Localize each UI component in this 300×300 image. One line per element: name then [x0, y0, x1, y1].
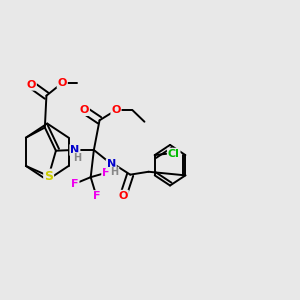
Text: H: H	[74, 153, 82, 163]
Text: S: S	[44, 169, 53, 183]
Text: O: O	[58, 78, 67, 88]
Text: O: O	[111, 105, 121, 115]
Text: Cl: Cl	[168, 148, 180, 159]
Text: O: O	[118, 191, 128, 201]
Text: F: F	[102, 168, 110, 178]
Text: O: O	[27, 80, 36, 90]
Text: N: N	[70, 145, 80, 155]
Text: H: H	[110, 167, 118, 178]
Text: F: F	[71, 179, 79, 189]
Text: O: O	[80, 105, 89, 115]
Text: F: F	[93, 191, 100, 201]
Text: N: N	[106, 160, 116, 170]
